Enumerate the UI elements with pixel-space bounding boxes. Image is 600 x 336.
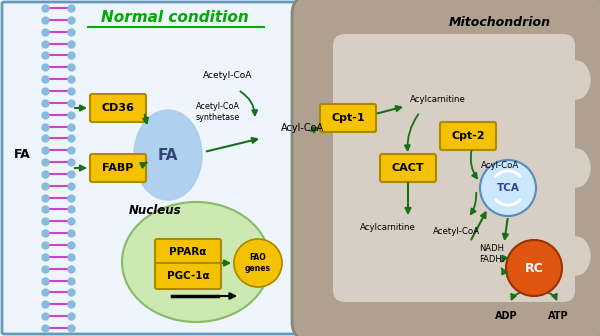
Text: FA: FA <box>158 148 178 163</box>
Text: Acyl-CoA: Acyl-CoA <box>280 123 323 133</box>
Text: NADH
FADH₂: NADH FADH₂ <box>479 244 505 264</box>
Text: TCA: TCA <box>497 183 520 193</box>
Circle shape <box>506 240 562 296</box>
FancyBboxPatch shape <box>292 0 600 336</box>
Text: Acetyl-CoA: Acetyl-CoA <box>203 72 253 81</box>
Text: Normal condition: Normal condition <box>101 10 249 26</box>
FancyBboxPatch shape <box>440 122 496 150</box>
Circle shape <box>234 239 282 287</box>
Text: Mitochondrion: Mitochondrion <box>449 15 551 29</box>
Text: FAO
genes: FAO genes <box>245 253 271 273</box>
Text: Cpt-1: Cpt-1 <box>331 113 365 123</box>
Text: FA: FA <box>14 149 31 162</box>
Text: Acylcarnitine: Acylcarnitine <box>360 223 416 233</box>
Text: Acetyl-CoA
synthetase: Acetyl-CoA synthetase <box>196 102 240 122</box>
Text: Acetyl-CoA: Acetyl-CoA <box>433 227 479 237</box>
FancyBboxPatch shape <box>380 154 436 182</box>
Ellipse shape <box>562 149 590 187</box>
Ellipse shape <box>122 202 270 322</box>
Ellipse shape <box>563 54 600 106</box>
FancyBboxPatch shape <box>333 34 575 302</box>
Text: PGC-1α: PGC-1α <box>167 271 209 281</box>
Ellipse shape <box>563 230 600 282</box>
Text: RC: RC <box>524 261 544 275</box>
FancyBboxPatch shape <box>90 154 146 182</box>
Ellipse shape <box>562 237 590 275</box>
Text: Cpt-2: Cpt-2 <box>451 131 485 141</box>
FancyBboxPatch shape <box>155 239 221 265</box>
Circle shape <box>480 160 536 216</box>
FancyBboxPatch shape <box>320 104 376 132</box>
Text: CACT: CACT <box>392 163 424 173</box>
Text: PPARα: PPARα <box>169 247 206 257</box>
Text: ATP: ATP <box>548 311 568 321</box>
Text: Acylcarnitine: Acylcarnitine <box>410 95 466 104</box>
FancyBboxPatch shape <box>90 94 146 122</box>
Text: FABP: FABP <box>103 163 134 173</box>
Ellipse shape <box>563 142 600 194</box>
Text: CD36: CD36 <box>101 103 134 113</box>
FancyBboxPatch shape <box>155 263 221 289</box>
Text: ADP: ADP <box>494 311 517 321</box>
Text: Acyl-CoA: Acyl-CoA <box>481 161 519 169</box>
Text: Nucleus: Nucleus <box>128 204 181 216</box>
Ellipse shape <box>134 110 202 200</box>
Ellipse shape <box>562 61 590 99</box>
